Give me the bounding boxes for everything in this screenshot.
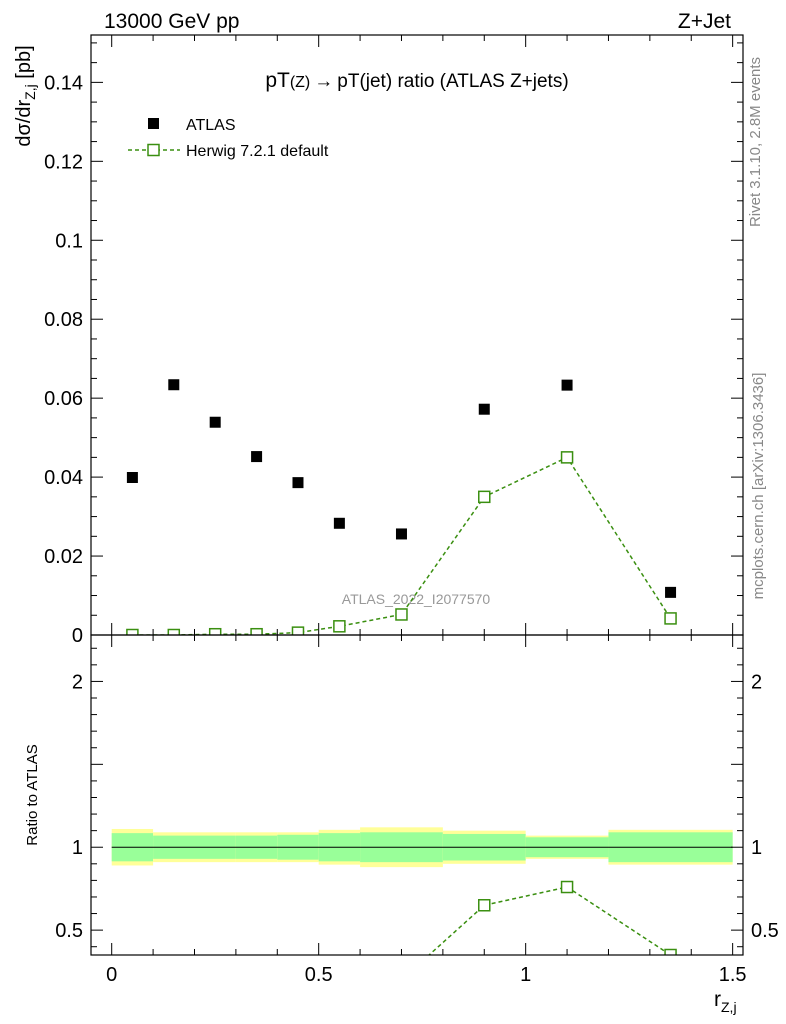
mc-point bbox=[208, 627, 222, 635]
mc-point bbox=[291, 626, 305, 635]
energy-label: 13000 GeV pp bbox=[104, 10, 239, 33]
mc-point bbox=[250, 627, 263, 635]
data-point bbox=[561, 379, 573, 391]
main-ytick-label: 0.02 bbox=[44, 546, 83, 568]
legend: ATLAS Herwig 7.2.1 default bbox=[128, 117, 329, 160]
legend-data-marker bbox=[148, 118, 159, 129]
ratio-ylabel: Ratio to ATLAS bbox=[24, 744, 41, 845]
data-point bbox=[395, 528, 407, 540]
xtick-label: 1 bbox=[520, 964, 531, 986]
ratio-ytick-label: 1 bbox=[72, 837, 83, 859]
process-label: Z+Jet bbox=[678, 10, 731, 33]
axis-ticks bbox=[91, 35, 743, 955]
legend-mc-marker bbox=[147, 143, 160, 157]
mc-point bbox=[478, 490, 491, 504]
ratio-mc-point bbox=[478, 899, 491, 912]
main-ytick-label: 0.12 bbox=[44, 151, 83, 173]
main-ylabel: dσ/drZ,j [pb] bbox=[13, 45, 38, 146]
main-series bbox=[126, 379, 677, 635]
tick-labels: 00.020.040.060.080.10.120.140 0.5 1 1.50.5 0… bbox=[44, 72, 779, 986]
ratio-series bbox=[396, 880, 677, 985]
x-axis-label: rZ,j bbox=[714, 988, 737, 1015]
mc-point bbox=[395, 608, 408, 621]
data-point bbox=[209, 416, 221, 428]
data-point bbox=[168, 379, 180, 391]
data-point bbox=[251, 451, 263, 463]
xtick-label: 1.5 bbox=[719, 964, 747, 986]
data-point bbox=[126, 472, 138, 483]
data-point bbox=[333, 517, 345, 529]
data-point bbox=[478, 403, 490, 415]
analysis-watermark: ATLAS_2022_I2077570 bbox=[342, 591, 491, 607]
legend-mc-label: Herwig 7.2.1 default bbox=[186, 143, 329, 160]
main-ytick-label: 0.14 bbox=[44, 72, 83, 94]
legend-data-label: ATLAS bbox=[186, 117, 236, 134]
main-ytick-label: 0.1 bbox=[55, 230, 83, 252]
main-ytick-label: 0.08 bbox=[44, 309, 83, 331]
mc-point bbox=[167, 628, 181, 635]
plot-title: pT(Z) → pT(jet) ratio (ATLAS Z+jets) bbox=[265, 69, 568, 92]
ratio-ytick-label: 2 bbox=[72, 671, 83, 693]
xtick-label: 0 bbox=[106, 964, 117, 986]
ratio-ytick-label-right: 2 bbox=[751, 671, 762, 693]
ratio-frame bbox=[90, 634, 744, 956]
data-point bbox=[665, 586, 677, 598]
mc-point bbox=[560, 451, 574, 464]
ratio-mc-point bbox=[396, 974, 407, 985]
ratio-mc-point bbox=[560, 880, 574, 894]
mc-point bbox=[126, 628, 139, 635]
main-ytick-label: 0.06 bbox=[44, 388, 83, 410]
rivet-label: Rivet 3.1.10, 2.8M events bbox=[747, 57, 764, 227]
mcplots-label: mcplots.cern.ch [arXiv:1306.3436] bbox=[750, 373, 767, 600]
ratio-mc-point bbox=[664, 948, 677, 955]
data-point bbox=[292, 477, 304, 489]
ratio-ytick-label: 0.5 bbox=[55, 920, 83, 942]
ratio-ytick-label-right: 0.5 bbox=[751, 920, 779, 942]
ratio-mc-line bbox=[427, 886, 671, 955]
xtick-label: 0.5 bbox=[305, 964, 333, 986]
mc-point bbox=[333, 620, 346, 633]
ratio-ytick-label-right: 1 bbox=[751, 837, 762, 859]
main-ytick-label: 0 bbox=[72, 625, 83, 647]
main-ytick-label: 0.04 bbox=[44, 467, 83, 489]
mc-point bbox=[664, 612, 677, 625]
